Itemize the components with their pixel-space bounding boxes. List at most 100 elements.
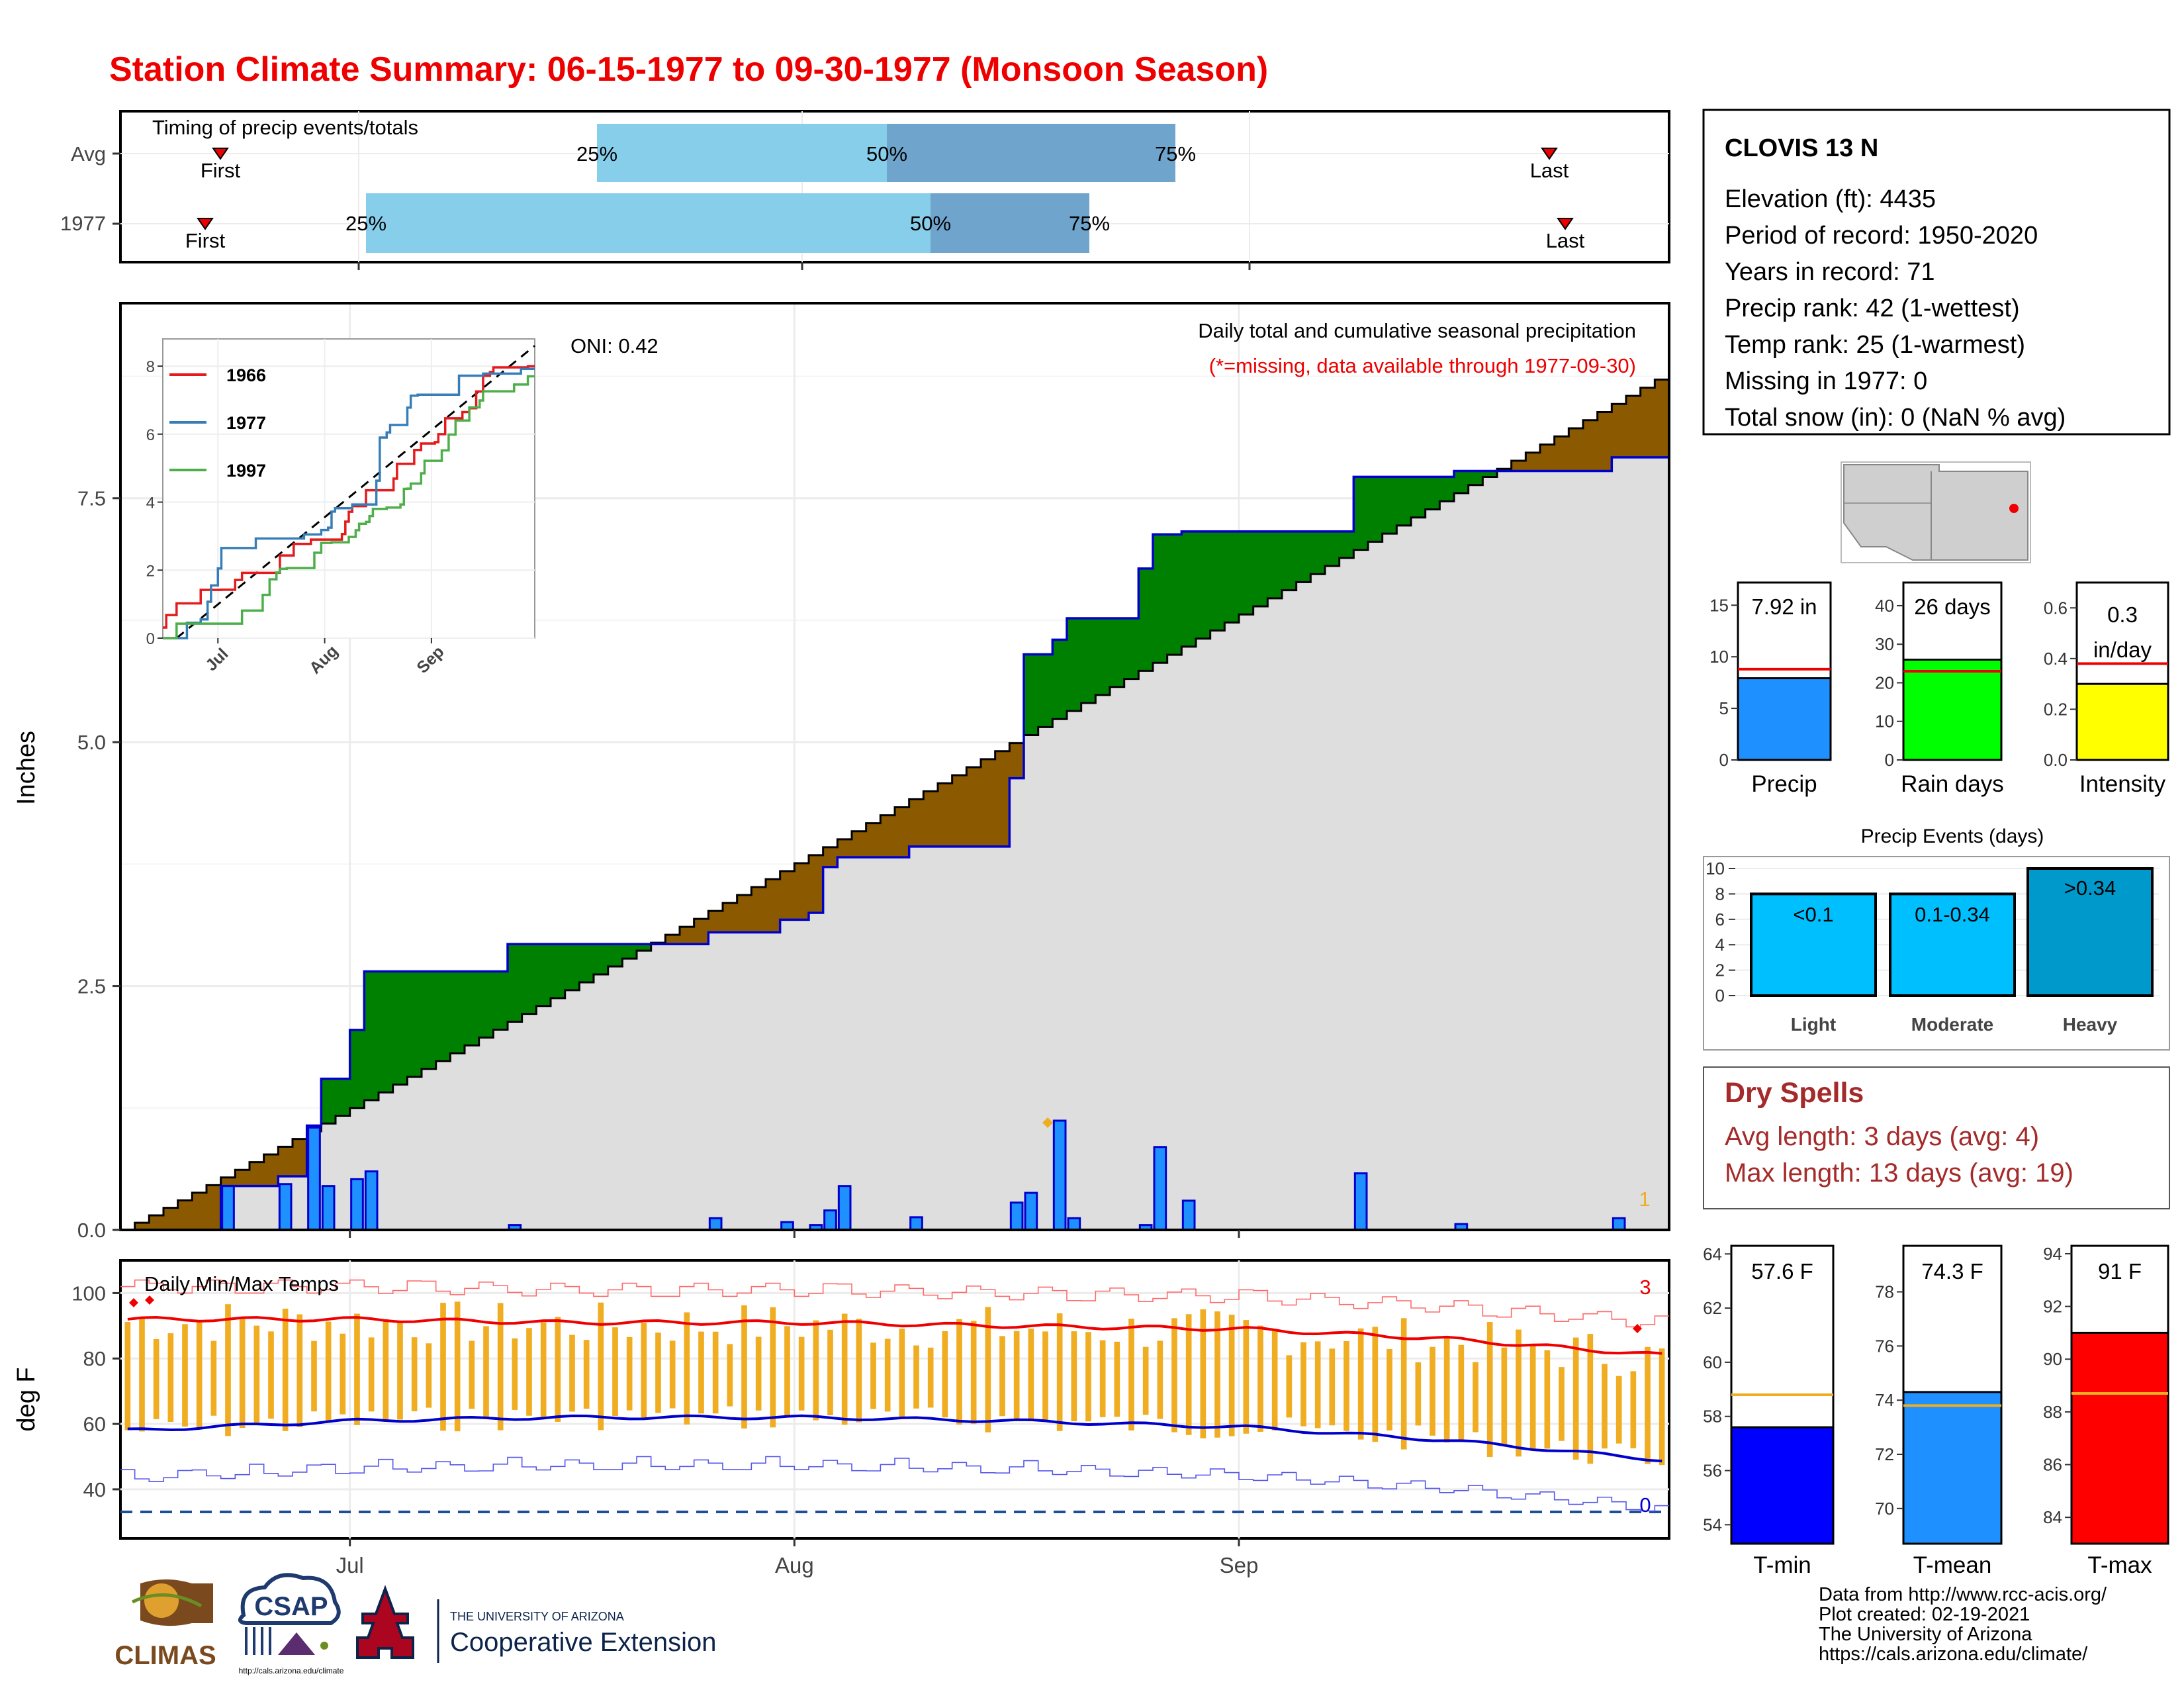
- daily-precip-bar: [364, 1170, 379, 1231]
- daily-precip-bar: [1067, 1217, 1081, 1231]
- summary-ytick-label: 70: [1875, 1499, 1894, 1519]
- summary-ytick-label: 30: [1875, 634, 1894, 654]
- events-label-heavy: Heavy: [2063, 1014, 2118, 1035]
- daily-precip-bar: [708, 1217, 723, 1231]
- daily-temp-range-bar: [1042, 1331, 1048, 1421]
- summary-ytick-label: 86: [2043, 1455, 2062, 1475]
- daily-temp-range-bar: [1486, 1322, 1493, 1458]
- daily-temp-range-bar: [1243, 1320, 1250, 1434]
- timing-avg-first-marker: [212, 148, 229, 160]
- below-average-fill: [134, 379, 1669, 1230]
- dry-spells-box: Dry Spells Avg length: 3 days (avg: 4) M…: [1703, 1066, 2170, 1209]
- daily-temp-range-bar: [1372, 1327, 1379, 1442]
- daily-precip-bar: [1024, 1192, 1038, 1231]
- daily-temp-range-bar: [1458, 1344, 1465, 1440]
- page-title: Station Climate Summary: 06-15-1977 to 0…: [109, 50, 1268, 89]
- summary-ytick-label: 58: [1703, 1407, 1722, 1427]
- daily-temp-range-bar: [1056, 1313, 1063, 1431]
- precip-ytick-label: 7.5: [77, 487, 106, 510]
- csap-logo-text: CSAP: [254, 1592, 328, 1621]
- daily-temp-range-bar: [856, 1319, 862, 1423]
- daily-temp-range-bar: [239, 1317, 246, 1429]
- daily-temp-range-bar: [1443, 1337, 1450, 1443]
- temp-ytick-label: 60: [83, 1413, 106, 1436]
- timing-1977-first: First: [185, 229, 226, 252]
- daily-temp-range-bar: [641, 1323, 647, 1419]
- daily-temp-range-bar: [1387, 1348, 1392, 1430]
- daily-temp-range-bar: [426, 1343, 432, 1408]
- daily-temp-range-bar: [841, 1313, 848, 1425]
- max-daily-marker: [1042, 1117, 1053, 1128]
- summary-ytick-label: 0.0: [2044, 750, 2068, 770]
- precip-legend-note: (*=missing, data available through 1977-…: [1209, 354, 1636, 377]
- events-label-light: Light: [1791, 1014, 1836, 1035]
- precip-corner-count: 1: [1639, 1188, 1650, 1211]
- daily-temp-range-bar: [540, 1322, 547, 1419]
- station-name: CLOVIS 13 N: [1725, 134, 1878, 162]
- timing-panel: Timing of precip events/totals Avg 1977 …: [60, 110, 1670, 270]
- credit-line: Plot created: 02-19-2021: [1819, 1604, 2030, 1625]
- record-max-line: [120, 1279, 1669, 1328]
- oni-label: ONI: 0.42: [570, 334, 659, 357]
- timing-avg-last-marker: [1541, 148, 1558, 160]
- station-line: Period of record: 1950-2020: [1725, 222, 2038, 250]
- precip-legend-title: Daily total and cumulative seasonal prec…: [1198, 319, 1636, 342]
- timing-avg-last: Last: [1530, 159, 1569, 182]
- timing-avg-bar-early: [597, 124, 887, 182]
- temp-count-low: 0: [1639, 1493, 1651, 1517]
- daily-temp-range-bar: [727, 1344, 733, 1407]
- summary-ytick-label: 94: [2043, 1244, 2062, 1264]
- precip-events-panel: Precip Events (days) 0 2 4 6 8 10 Light Moder…: [1703, 825, 2170, 1051]
- temp-title: Daily Min/Max Temps: [144, 1272, 339, 1295]
- inset-line-1977: [163, 367, 535, 639]
- daily-temp-range-bar: [1473, 1362, 1479, 1432]
- daily-temp-range-bar: [612, 1327, 618, 1417]
- tmax-bar: [2070, 1331, 2169, 1545]
- daily-temp-range-bar: [669, 1340, 676, 1409]
- record-high-marker: [129, 1298, 138, 1307]
- daily-temp-range-bar: [354, 1313, 360, 1425]
- daily-temp-range-bar: [167, 1333, 174, 1423]
- daily-precip-bar: [278, 1183, 293, 1231]
- inset-legend: 1966 1977 1997: [169, 365, 266, 481]
- inset-ytick-label: 6: [146, 426, 155, 444]
- daily-temp-range-bar: [1587, 1334, 1594, 1464]
- tmin-bar: [1730, 1426, 1835, 1545]
- daily-temp-range-bar: [526, 1328, 532, 1416]
- month-xtick-label: Jul: [336, 1553, 364, 1577]
- precip-ytick-label: 5.0: [77, 731, 106, 754]
- timing-1977-bar-early: [366, 193, 931, 253]
- daily-temp-range-bar: [1300, 1342, 1306, 1427]
- daily-temp-range-bar: [1271, 1330, 1278, 1430]
- precip-bar-label: Precip: [1751, 771, 1817, 797]
- timing-1977-p75: 75%: [1069, 212, 1110, 235]
- daily-temp-range-bar: [1085, 1332, 1091, 1422]
- daily-temp-range-bar: [1400, 1318, 1407, 1450]
- daily-precip-bar: [1153, 1146, 1167, 1231]
- daily-temp-range-bar: [884, 1338, 891, 1412]
- ua-line2: Cooperative Extension: [450, 1628, 716, 1657]
- daily-temp-range-bar: [1099, 1340, 1106, 1417]
- daily-temp-range-bar: [555, 1317, 561, 1422]
- events-ytick-label: 10: [1706, 859, 1725, 878]
- tmin-value-text: 57.6 F: [1751, 1259, 1813, 1284]
- footer-credits: Data from http://www.rcc-acis.org/ Plot …: [1819, 1584, 2107, 1665]
- daily-temp-range-bar: [325, 1321, 332, 1422]
- events-text-light: <0.1: [1793, 903, 1833, 926]
- daily-temp-range-bar: [741, 1305, 747, 1429]
- daily-temp-range-bar: [1645, 1346, 1651, 1464]
- daily-temp-range-bar: [282, 1308, 289, 1431]
- rain-days-text: 26 days: [1914, 594, 1991, 619]
- daily-temp-range-bar: [469, 1340, 475, 1409]
- events-label-moderate: Moderate: [1911, 1014, 1993, 1035]
- daily-temp-range-bar: [1329, 1348, 1336, 1426]
- precip-panel: Inches 0.0 2.5 5.0 7.5 ONI: 0.42 Daily tota…: [13, 302, 1670, 1242]
- tmean-label: T-mean: [1913, 1552, 1992, 1578]
- temp-ytick-label: 40: [83, 1478, 106, 1501]
- locator-map: [1841, 461, 2031, 563]
- timing-avg-first: First: [201, 159, 241, 182]
- daily-temp-range-bar: [440, 1303, 446, 1431]
- daily-temp-range-bar: [598, 1302, 604, 1430]
